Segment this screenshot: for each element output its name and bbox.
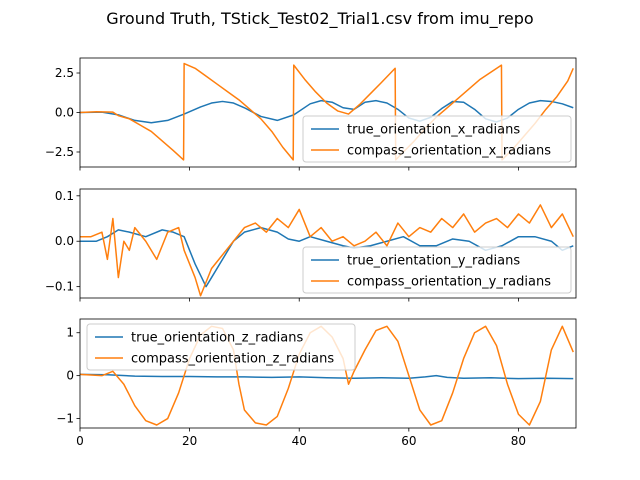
legend-box [302,115,572,163]
series-line-compass [80,204,574,297]
y-tick-label: 0 [66,369,74,383]
x-tick-label: 40 [292,434,307,448]
axes-frame [79,318,577,429]
legend-label: compass_orientation_x_radians [347,144,551,159]
y-tick-label: −1 [56,412,74,426]
subplot-2: 0.1 0.0 −0.1 true_orientation_y_radianscomp… [45,188,577,302]
legend: true_orientation_y_radians compass_orient… [302,246,572,294]
y-tick-label: −2.5 [45,145,74,159]
axes-frame [79,188,577,299]
x-tick-label: 80 [511,434,526,448]
subplot-3: 10−10 20 40 60 80true_orientation_z_radiansc… [56,318,577,448]
subplot-1: 2.5 0.0 −2.5 true_orientation_x_radianscomp… [45,57,577,171]
y-tick-label: 0.0 [55,234,74,248]
legend-box [86,323,356,371]
y-tick-label: 2.5 [55,66,74,80]
y-tick-label: 1 [66,326,74,340]
legend-label: true_orientation_z_radians [131,331,303,346]
chart-title: Ground Truth, TStick_Test02_Trial1.csv f… [106,9,533,29]
y-tick-label: 0.1 [55,189,74,203]
series-line-true [80,373,574,380]
legend: true_orientation_x_radians compass_orient… [302,115,572,163]
y-tick-label: 0.0 [55,106,74,120]
series-line-compass [80,62,574,161]
subplots: 2.5 0.0 −2.5 true_orientation_x_radianscomp… [45,57,577,448]
y-tick-label: −0.1 [45,280,74,294]
x-tick-label: 60 [401,434,416,448]
legend-label: true_orientation_y_radians [347,254,520,269]
x-tick-label: 0 [76,434,84,448]
legend-box [302,246,572,294]
legend-label: compass_orientation_y_radians [347,275,551,290]
legend-label: true_orientation_x_radians [347,123,520,138]
legend: true_orientation_z_radians compass_orient… [86,323,356,371]
x-tick-label: 20 [182,434,197,448]
legend-label: compass_orientation_z_radians [131,352,334,367]
